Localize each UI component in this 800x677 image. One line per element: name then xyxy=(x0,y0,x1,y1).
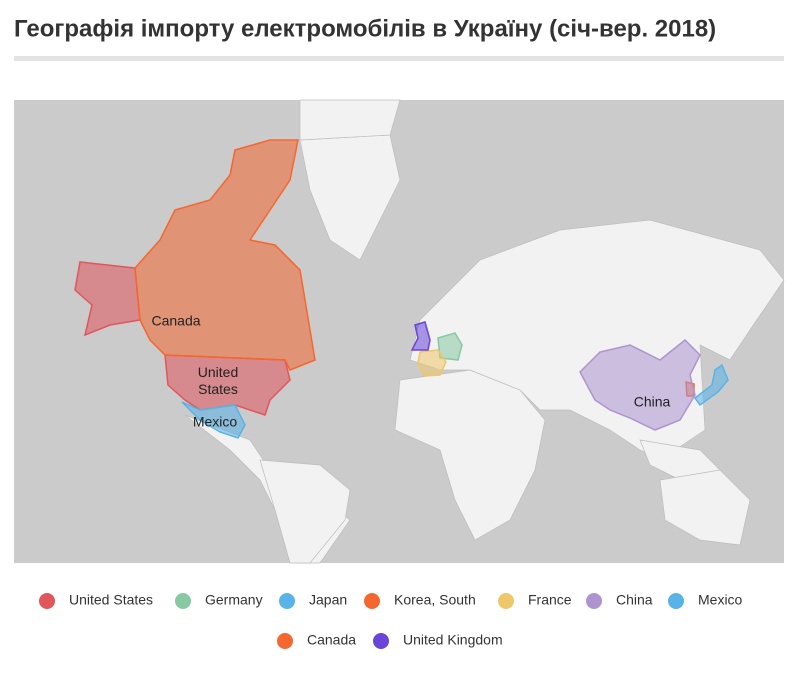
legend-label: Germany xyxy=(205,592,263,608)
legend-swatch xyxy=(175,593,191,609)
map-label: Mexico xyxy=(193,414,238,430)
legend-swatch xyxy=(364,593,380,609)
legend-swatch xyxy=(279,593,295,609)
country-region xyxy=(579,338,701,431)
map-label-line: United xyxy=(198,364,238,380)
country-region xyxy=(693,363,729,407)
country-region xyxy=(134,139,316,371)
legend-swatch xyxy=(39,593,55,609)
south-america xyxy=(259,459,351,564)
legend-label: France xyxy=(528,592,572,608)
map-label: United States xyxy=(198,364,238,397)
legend: United States Germany Japan Korea, South Fra… xyxy=(39,592,743,649)
title: Географія імпорту електромобілів в Украї… xyxy=(14,15,716,42)
legend-swatch xyxy=(586,593,602,609)
legend-swatch xyxy=(668,593,684,609)
australia xyxy=(659,469,751,546)
arctic xyxy=(299,99,401,141)
legend-swatch xyxy=(277,633,293,649)
map-label: China xyxy=(634,394,671,410)
divider xyxy=(14,56,784,61)
map-label: Canada xyxy=(151,313,200,329)
legend-label: Korea, South xyxy=(394,592,476,608)
country-region xyxy=(181,401,246,439)
legend-label: United Kingdom xyxy=(403,632,503,648)
country-region xyxy=(417,349,447,377)
legend-label: Japan xyxy=(309,592,347,608)
legend-label: Mexico xyxy=(698,592,743,608)
legend-label: United States xyxy=(69,592,153,608)
legend-swatch xyxy=(498,593,514,609)
map-label-line: States xyxy=(198,381,238,397)
legend-label: Canada xyxy=(307,632,356,648)
legend-swatch xyxy=(373,633,389,649)
map-labels: United States China Mexico Canada xyxy=(151,313,670,430)
countries xyxy=(74,139,729,439)
country-region xyxy=(410,321,431,351)
legend-label: China xyxy=(616,592,653,608)
